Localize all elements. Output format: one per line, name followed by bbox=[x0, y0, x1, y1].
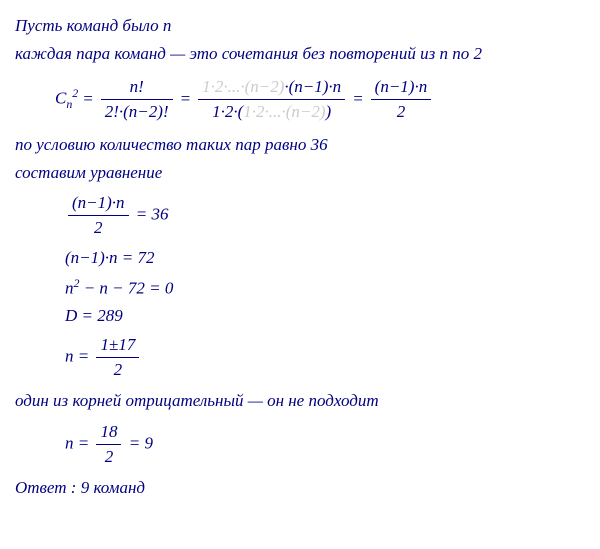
intro-line-2: каждая пара команд — это сочетания без п… bbox=[15, 42, 585, 66]
setup-line: составим уравнение bbox=[15, 161, 585, 185]
frac-3: (n−1)·n 2 bbox=[371, 76, 432, 123]
frac-1: n! 2!·(n−2)! bbox=[101, 76, 173, 123]
equation-2: (n−1)·n = 72 bbox=[65, 248, 585, 268]
equation-5: n = 1±17 2 bbox=[65, 334, 585, 381]
condition-line: по условию количество таких пар равно 36 bbox=[15, 133, 585, 157]
root-note: один из корней отрицательный — он не под… bbox=[15, 389, 585, 413]
equation-6: n = 18 2 = 9 bbox=[65, 421, 585, 468]
combination-formula: Cn2 = n! 2!·(n−2)! = 1·2·...·(n−2)·(n−1)… bbox=[55, 76, 585, 123]
lhs: Cn2 bbox=[55, 86, 78, 112]
equation-4: D = 289 bbox=[65, 306, 585, 326]
frac-2: 1·2·...·(n−2)·(n−1)·n 1·2·(1·2·...·(n−2)… bbox=[198, 76, 345, 123]
equation-3: n2 − n − 72 = 0 bbox=[65, 276, 585, 299]
equation-1: (n−1)·n 2 = 36 bbox=[65, 192, 585, 239]
answer-line: Ответ : 9 команд bbox=[15, 476, 585, 500]
intro-line-1: Пусть команд было n bbox=[15, 14, 585, 38]
